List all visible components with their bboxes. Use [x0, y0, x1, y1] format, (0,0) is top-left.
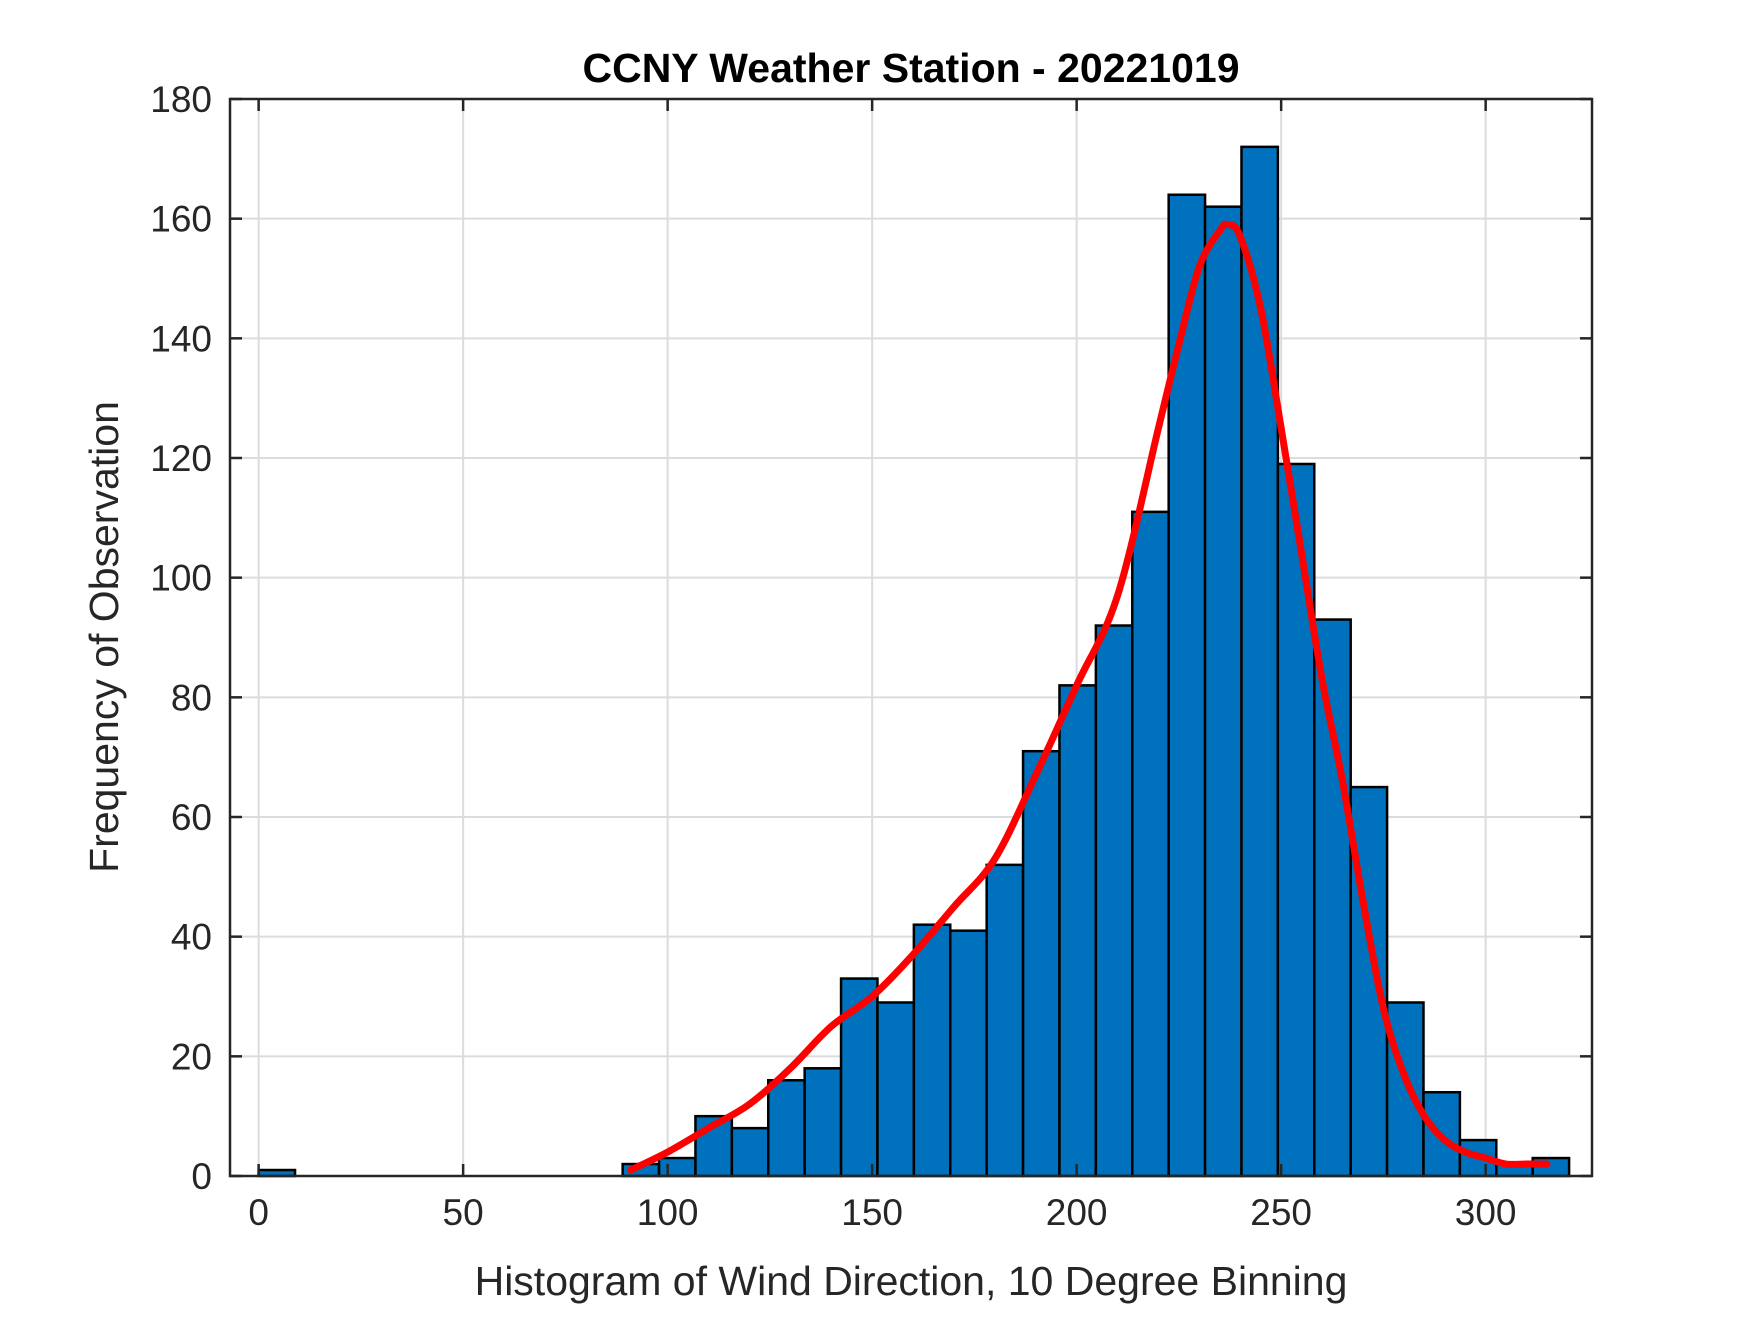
histogram-bar-21	[1313, 618, 1352, 1178]
y-tick-label: 100	[150, 558, 212, 599]
x-tick-label: 250	[1250, 1192, 1312, 1233]
x-tick-label: 150	[841, 1192, 903, 1233]
x-tick-label: 100	[637, 1192, 699, 1233]
y-tick-label: 0	[191, 1156, 212, 1197]
y-tick-label: 40	[171, 917, 212, 958]
x-tick-label: 200	[1046, 1192, 1108, 1233]
histogram-bar-23	[1385, 1001, 1425, 1178]
y-tick-label: 120	[150, 438, 212, 479]
histogram-bar-16	[1131, 510, 1170, 1178]
fit-curve-line	[627, 220, 1551, 1174]
y-tick-label: 160	[150, 199, 212, 240]
histogram-bar-20	[1276, 462, 1316, 1178]
histogram-bar-12	[985, 863, 1025, 1178]
histogram-bar-14	[1058, 684, 1098, 1178]
y-tick-label: 180	[150, 79, 212, 120]
x-tick-label: 300	[1455, 1192, 1517, 1233]
histogram-bar-15	[1094, 624, 1134, 1178]
chart-title: CCNY Weather Station - 20221019	[582, 45, 1239, 91]
histogram-bar-17	[1167, 193, 1207, 1178]
histogram-bar-9	[876, 1001, 916, 1178]
axes-box	[228, 97, 1594, 1178]
x-axis-label: Histogram of Wind Direction, 10 Degree B…	[475, 1258, 1348, 1304]
y-tick-label: 80	[171, 677, 212, 718]
histogram-bar-11	[949, 929, 988, 1178]
y-tick-label: 140	[150, 318, 212, 359]
x-tick-label: 0	[248, 1192, 269, 1233]
y-axis-label: Frequency of Observation	[81, 401, 127, 873]
tick-labels: 0 50 100 150 200 250 300 0 20 40 60 80 100 120 140 160 1…	[150, 79, 1516, 1233]
histogram-bar-7	[803, 1067, 843, 1178]
axes	[228, 97, 1594, 1178]
histogram-bar-6	[767, 1079, 806, 1178]
histogram-bar-13	[1021, 749, 1061, 1178]
histogram-bar-18	[1203, 205, 1243, 1178]
histogram-bar-3	[657, 1156, 697, 1178]
y-tick-label: 20	[171, 1036, 212, 1077]
histogram-bars	[257, 145, 1571, 1178]
x-tick-label: 50	[443, 1192, 484, 1233]
histogram-bar-10	[912, 923, 952, 1178]
fit-curve-group	[627, 220, 1551, 1174]
histogram-bar-5	[730, 1126, 770, 1178]
y-tick-label: 60	[171, 797, 212, 838]
